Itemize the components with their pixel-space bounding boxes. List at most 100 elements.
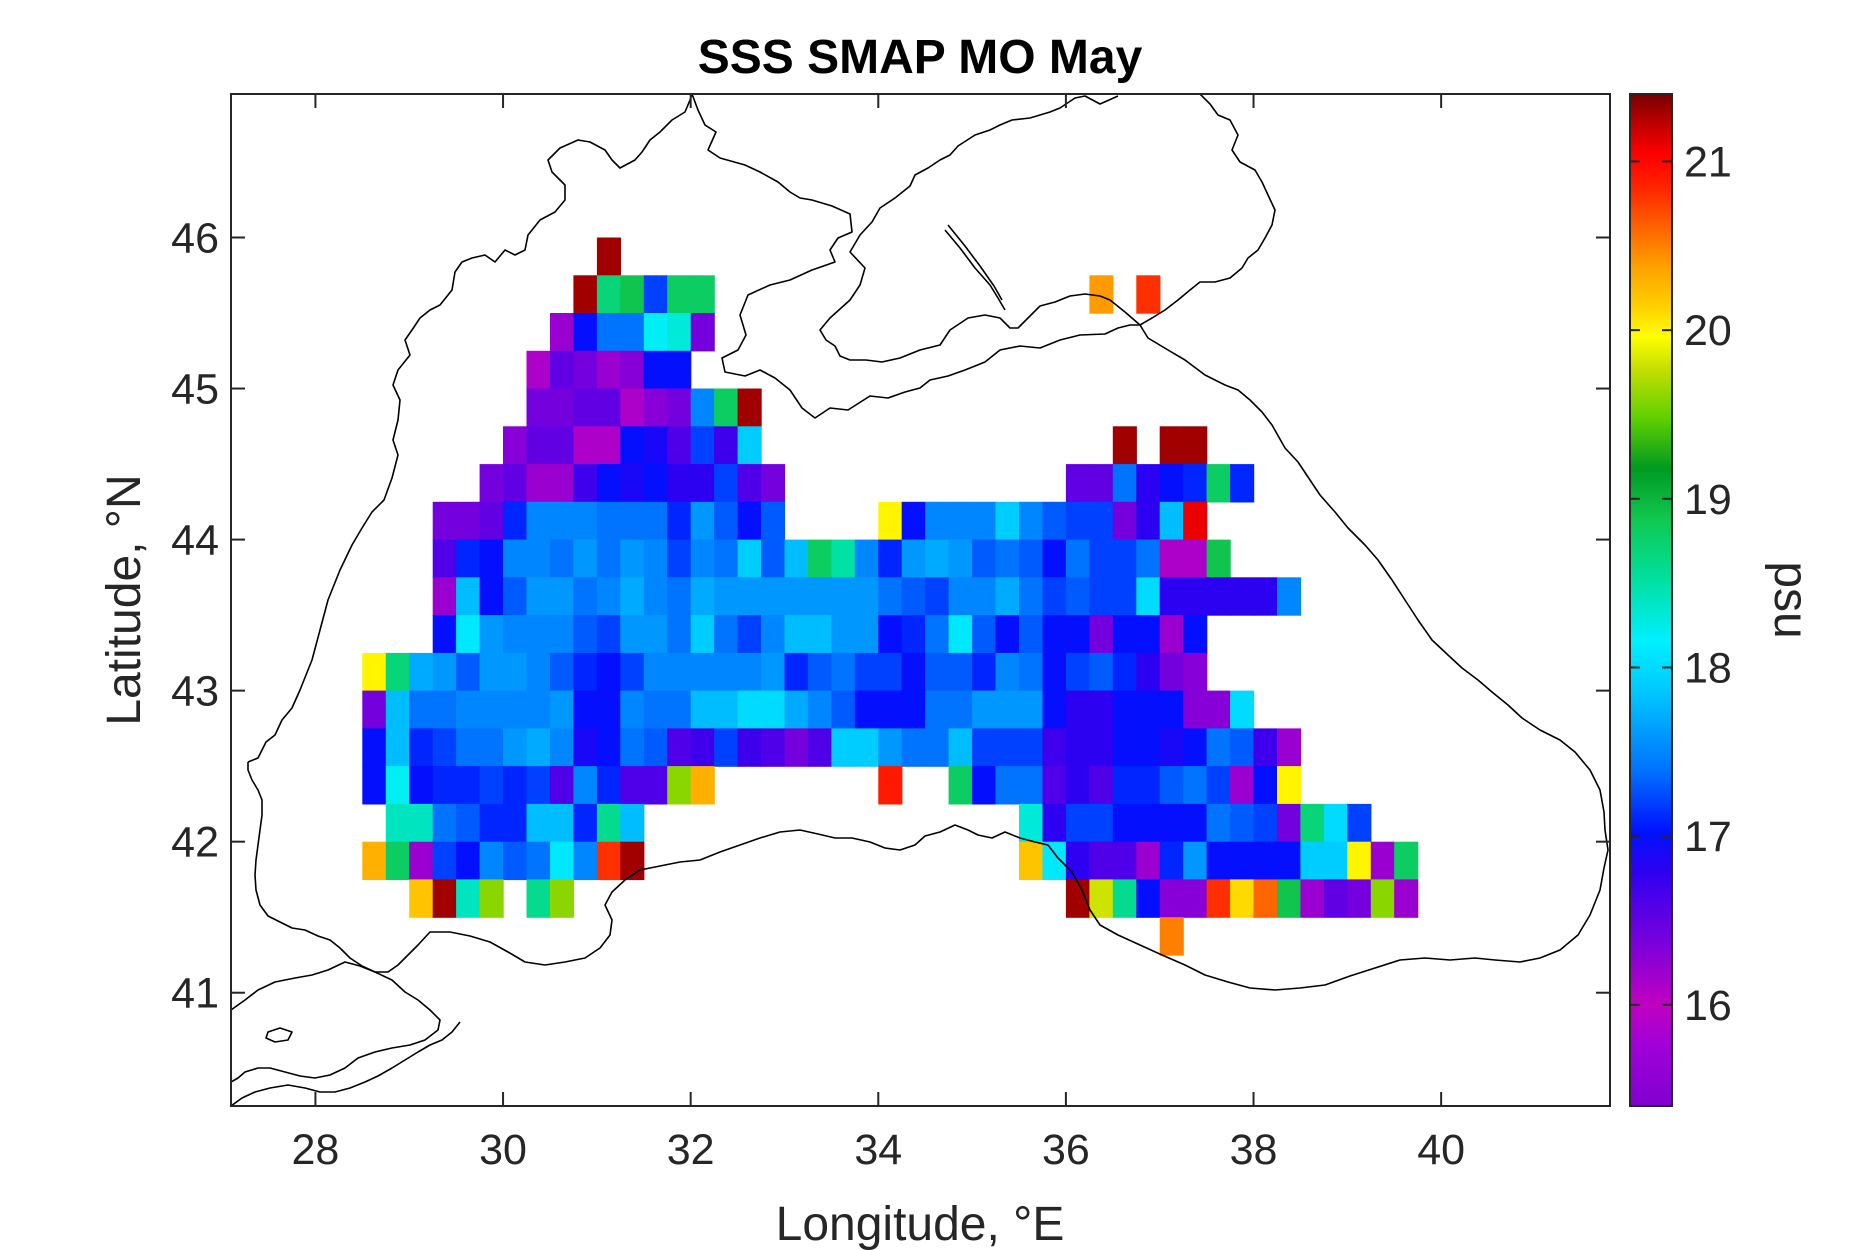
salinity-cell	[385, 803, 410, 843]
salinity-cell	[831, 539, 856, 578]
salinity-cell	[784, 539, 809, 578]
salinity-cell	[409, 652, 434, 692]
salinity-cell	[620, 464, 645, 503]
salinity-cell	[1019, 577, 1044, 616]
salinity-cell	[784, 652, 809, 692]
salinity-cell	[550, 615, 575, 654]
salinity-cell	[596, 539, 621, 578]
salinity-cell	[409, 728, 434, 767]
salinity-cell	[1019, 803, 1044, 843]
salinity-cell	[854, 539, 879, 578]
salinity-cell	[1019, 615, 1044, 654]
salinity-cell	[972, 766, 997, 805]
salinity-cell	[643, 350, 668, 390]
salinity-cell	[1136, 652, 1161, 692]
salinity-cell	[620, 615, 645, 654]
salinity-cell	[1183, 841, 1208, 881]
salinity-cell	[1253, 577, 1278, 616]
x-axis-ticks: 28 30 32 34 36 38 40	[292, 94, 1465, 1174]
salinity-cell	[901, 652, 926, 692]
salinity-cell	[526, 652, 551, 692]
salinity-cell	[1065, 577, 1090, 616]
salinity-cell	[643, 275, 668, 314]
salinity-cell	[573, 313, 598, 352]
salinity-cell	[1159, 766, 1184, 805]
salinity-cell	[503, 690, 528, 729]
salinity-cell	[550, 388, 575, 427]
salinity-cell	[643, 313, 668, 352]
coastline-azov-spit	[944, 229, 1006, 311]
salinity-cell	[385, 652, 410, 692]
salinity-cell	[1136, 464, 1161, 503]
salinity-cell	[690, 539, 715, 578]
salinity-cell	[456, 690, 481, 729]
coastline	[231, 94, 1609, 1106]
salinity-cell	[573, 841, 598, 881]
salinity-cell	[807, 539, 832, 578]
salinity-cell	[573, 652, 598, 692]
y-tick-label: 45	[171, 366, 219, 414]
salinity-cell	[573, 464, 598, 503]
salinity-cell	[362, 728, 387, 767]
salinity-cell	[807, 690, 832, 729]
salinity-cell	[596, 841, 621, 881]
salinity-cell	[948, 501, 973, 541]
salinity-cell	[1112, 766, 1137, 805]
salinity-cell	[620, 577, 645, 616]
salinity-cell	[1183, 501, 1208, 541]
salinity-cell	[526, 766, 551, 805]
salinity-cell	[550, 464, 575, 503]
salinity-cell	[925, 615, 950, 654]
salinity-cell	[456, 501, 481, 541]
salinity-cell	[620, 388, 645, 427]
salinity-cell	[409, 766, 434, 805]
y-tick-label: 46	[171, 214, 219, 262]
salinity-cell	[385, 690, 410, 729]
salinity-cell	[596, 350, 621, 390]
salinity-cell	[690, 501, 715, 541]
salinity-cell	[643, 388, 668, 427]
salinity-cell	[1112, 615, 1137, 654]
salinity-cell	[550, 879, 575, 918]
salinity-cell	[1277, 577, 1302, 616]
salinity-cell	[901, 577, 926, 616]
salinity-cell	[667, 464, 692, 503]
salinity-cell	[1112, 841, 1137, 881]
x-tick-label: 36	[1042, 1126, 1090, 1174]
salinity-cell	[432, 501, 457, 541]
salinity-cell	[901, 728, 926, 767]
salinity-cell	[667, 275, 692, 314]
salinity-cell	[714, 652, 739, 692]
salinity-cell	[1065, 841, 1090, 881]
salinity-cell	[503, 728, 528, 767]
salinity-cell	[432, 615, 457, 654]
salinity-cell	[479, 464, 504, 503]
y-tick-label: 42	[171, 819, 219, 867]
salinity-cell	[690, 728, 715, 767]
salinity-cell	[409, 690, 434, 729]
salinity-cell	[714, 728, 739, 767]
salinity-cell	[1183, 766, 1208, 805]
salinity-cell	[690, 388, 715, 427]
salinity-cell	[526, 426, 551, 465]
salinity-cell	[1089, 577, 1114, 616]
salinity-cell	[948, 690, 973, 729]
salinity-cell	[1183, 464, 1208, 503]
salinity-cell	[1230, 464, 1255, 503]
salinity-cell	[456, 577, 481, 616]
salinity-cell	[503, 615, 528, 654]
coastline-marmara-south	[231, 1021, 461, 1106]
salinity-cell	[526, 464, 551, 503]
salinity-cell	[596, 464, 621, 503]
salinity-cell	[784, 577, 809, 616]
salinity-cell	[925, 728, 950, 767]
salinity-cell	[901, 539, 926, 578]
y-tick-label: 44	[171, 517, 219, 565]
colorbar-tick-label: 21	[1684, 138, 1732, 186]
salinity-cell	[550, 841, 575, 881]
salinity-cell	[643, 615, 668, 654]
salinity-cell	[526, 539, 551, 578]
salinity-cell	[1065, 690, 1090, 729]
salinity-cell	[643, 690, 668, 729]
salinity-cell	[925, 539, 950, 578]
